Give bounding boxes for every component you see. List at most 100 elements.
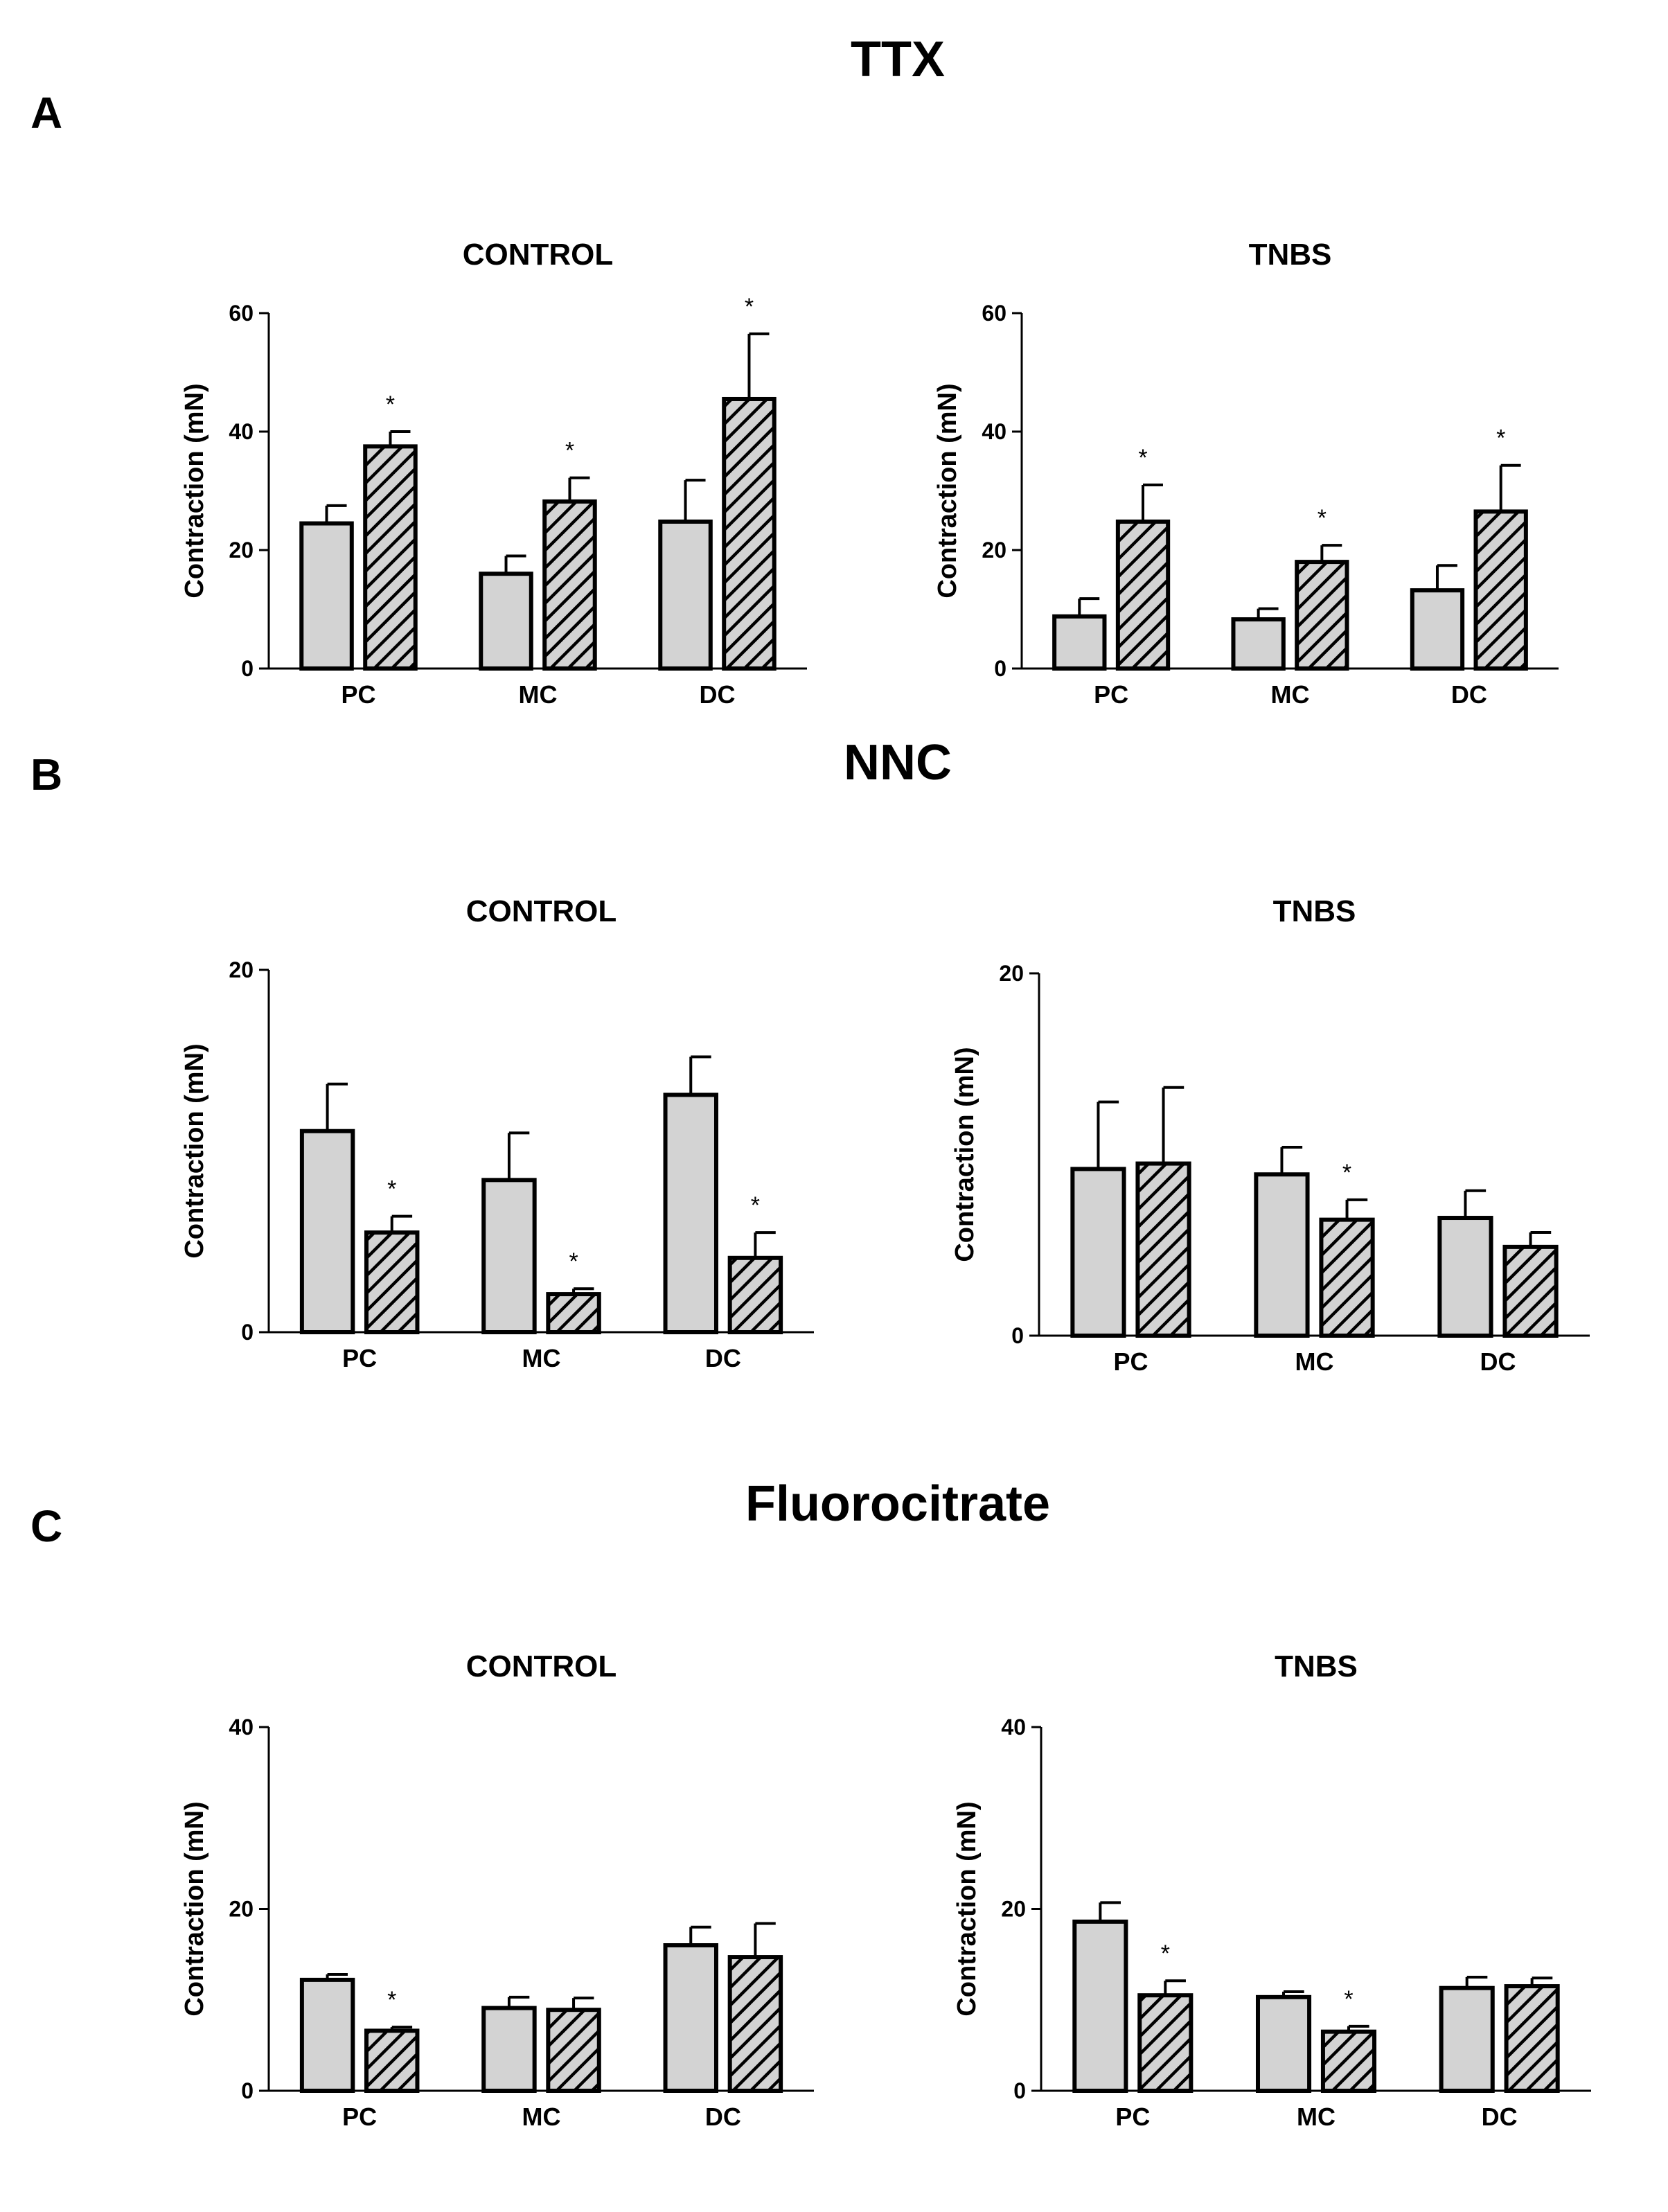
- significance-star: *: [387, 1176, 396, 1203]
- significance-star: *: [1161, 1940, 1170, 1967]
- significance-star: *: [1138, 445, 1147, 471]
- bar-dc-hatched: [727, 1255, 783, 1335]
- bar-mc-plain: [1254, 1172, 1310, 1338]
- bar-pc-hatched: [1135, 1161, 1191, 1338]
- bar-dc-plain: [1410, 588, 1465, 671]
- chart-ttx-tnbs: TNBS 0 20 40 60 Contraction (mN) * PC * MC * DC: [933, 238, 1559, 709]
- x-category-label: DC: [705, 2103, 741, 2131]
- x-category-label: PC: [342, 1344, 377, 1372]
- significance-star: *: [569, 1248, 578, 1275]
- bar-pc-plain: [299, 521, 354, 671]
- chart-title: TNBS: [1275, 1649, 1358, 1683]
- panel-letter-b: B: [30, 750, 62, 799]
- chart-title: CONTROL: [466, 1649, 617, 1683]
- chart-ttx-control: CONTROL 0 20 40 60 Contraction (mN) * PC * MC * DC: [180, 238, 807, 709]
- panel-letter-c: C: [30, 1501, 62, 1551]
- bar-dc-hatched: [722, 396, 777, 671]
- chart-fluorocitrate-tnbs: TNBS 0 20 40 Contraction (mN) * PC * MC DC: [952, 1649, 1591, 2131]
- bar-mc-hatched: [1295, 560, 1349, 671]
- x-category-label: MC: [1295, 1347, 1334, 1376]
- y-tick-label: 20: [1001, 1897, 1026, 1922]
- x-category-label: MC: [522, 2103, 561, 2131]
- chart-title: CONTROL: [463, 238, 614, 272]
- bar-pc-plain: [1072, 1919, 1128, 2093]
- panel-letter-a: A: [30, 88, 62, 138]
- y-tick-label: 60: [229, 301, 254, 326]
- significance-star: *: [1344, 1986, 1353, 2012]
- bar-dc-hatched: [1502, 1244, 1559, 1338]
- section-title-a: TTX: [851, 32, 945, 87]
- y-tick-label: 0: [1013, 2078, 1026, 2103]
- bar-dc-plain: [658, 519, 713, 671]
- bar-mc-hatched: [546, 2008, 601, 2093]
- y-tick-label: 20: [229, 538, 254, 563]
- bar-dc-hatched: [1504, 1984, 1560, 2093]
- bar-mc-plain: [481, 2006, 537, 2093]
- y-axis-label: Contraction (mN): [180, 1801, 209, 2016]
- chart-nnc-control: CONTROL 0 20 Contraction (mN) * PC * MC * DC: [180, 894, 814, 1372]
- y-tick-label: 40: [982, 419, 1006, 444]
- bar-dc-plain: [1437, 1216, 1493, 1338]
- bar-pc-hatched: [364, 2028, 420, 2093]
- chart-nnc-tnbs: TNBS 0 20 Contraction (mN) PC * MC DC: [950, 894, 1590, 1376]
- y-tick-label: 40: [229, 419, 254, 444]
- bar-dc-plain: [1439, 1985, 1495, 2093]
- bar-dc-hatched: [727, 1955, 783, 2093]
- y-tick-label: 0: [241, 1320, 254, 1345]
- significance-star: *: [387, 1987, 396, 2013]
- y-axis-label: Contraction (mN): [950, 1047, 979, 1262]
- significance-star: *: [1317, 505, 1327, 531]
- significance-star: *: [1342, 1160, 1351, 1186]
- chart-title: TNBS: [1273, 894, 1356, 928]
- bar-mc-plain: [479, 572, 533, 671]
- bar-mc-plain: [1231, 617, 1286, 671]
- bar-pc-hatched: [1137, 1993, 1194, 2093]
- y-tick-label: 0: [241, 2078, 254, 2103]
- y-axis-label: Contraction (mN): [180, 1043, 209, 1258]
- section-title-c: Fluorocitrate: [745, 1476, 1050, 1532]
- y-axis-label: Contraction (mN): [180, 383, 209, 598]
- bar-pc-hatched: [364, 1230, 420, 1335]
- bar-pc-plain: [299, 1977, 355, 2093]
- y-tick-label: 20: [999, 961, 1024, 986]
- bar-pc-plain: [1052, 614, 1107, 671]
- y-axis-label: Contraction (mN): [933, 383, 962, 598]
- x-category-label: PC: [342, 2103, 377, 2131]
- x-category-label: DC: [1482, 2103, 1518, 2131]
- y-tick-label: 0: [1011, 1323, 1024, 1348]
- significance-star: *: [745, 294, 754, 320]
- y-axis-label: Contraction (mN): [952, 1801, 982, 2016]
- bar-dc-hatched: [1473, 509, 1528, 671]
- y-tick-label: 20: [229, 1897, 254, 1922]
- y-tick-label: 60: [982, 301, 1006, 326]
- y-tick-label: 40: [229, 1715, 254, 1740]
- y-tick-label: 0: [241, 656, 254, 681]
- significance-star: *: [565, 438, 574, 464]
- section-title-b: NNC: [844, 735, 952, 790]
- bar-pc-plain: [1070, 1167, 1126, 1338]
- bar-mc-hatched: [546, 1292, 601, 1334]
- significance-star: *: [386, 391, 395, 418]
- bar-mc-plain: [1255, 1994, 1312, 2093]
- bar-mc-hatched: [1320, 2029, 1377, 2093]
- x-category-label: PC: [1094, 680, 1128, 709]
- bar-pc-plain: [299, 1129, 355, 1334]
- x-category-label: MC: [1297, 2103, 1336, 2131]
- x-category-label: PC: [1115, 2103, 1150, 2131]
- chart-title: CONTROL: [466, 894, 617, 928]
- y-tick-label: 0: [994, 656, 1006, 681]
- chart-title: TNBS: [1249, 238, 1332, 272]
- x-category-label: DC: [1480, 1347, 1516, 1376]
- bar-dc-plain: [663, 1943, 718, 2093]
- x-category-label: MC: [519, 680, 558, 709]
- x-category-label: PC: [341, 680, 375, 709]
- bar-pc-hatched: [363, 444, 418, 671]
- bar-mc-hatched: [1319, 1217, 1375, 1338]
- y-tick-label: 40: [1001, 1715, 1026, 1740]
- bar-pc-hatched: [1115, 519, 1171, 671]
- y-tick-label: 20: [229, 957, 254, 982]
- bar-dc-plain: [663, 1092, 718, 1335]
- chart-fluorocitrate-control: CONTROL 0 20 40 Contraction (mN) * PC MC DC: [180, 1649, 814, 2131]
- significance-star: *: [1496, 425, 1505, 452]
